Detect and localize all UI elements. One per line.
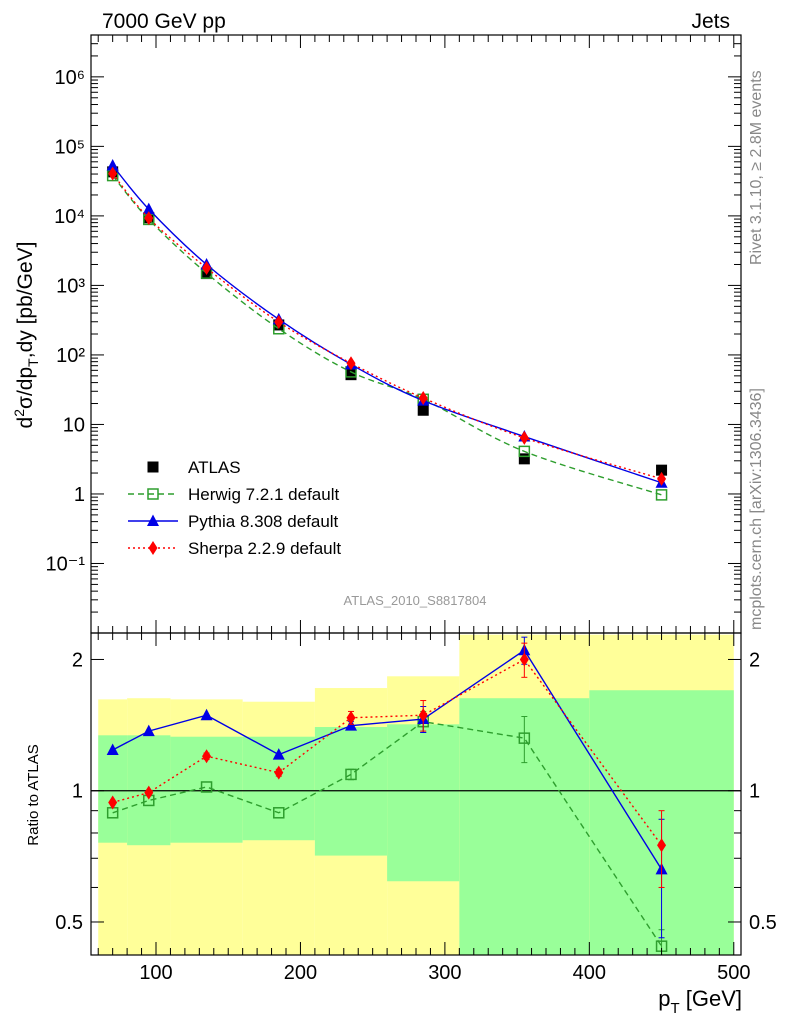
legend-marker-pythia [147,514,159,526]
herwig-ratio-point [518,732,531,744]
rivet-label: Rivet 3.1.10, ≥ 2.8M events [748,70,765,265]
pythia-ratio-point [200,708,213,721]
herwig-main-point [518,445,531,458]
legend-marker-sherpa [148,541,158,555]
legend-label-herwig: Herwig 7.2.1 default [188,485,339,504]
x-tick-label: 200 [284,962,317,984]
sherpa-main-point [346,356,356,371]
main-y-tick-label: 1 [74,484,85,506]
atlas-main-point [345,369,357,381]
sherpa-ratio-point [202,749,212,764]
pythia-ratio-point [345,719,357,731]
ratio-y-tick-label: 1 [72,781,83,803]
herwig-ratio-point [200,781,213,793]
ratio-y-tick-label-right: 1 [749,781,760,803]
x-tick-label: 300 [428,962,461,984]
ratio-y-tick-label: 2 [72,649,83,671]
pythia-main-line [112,165,662,484]
legend: ATLAS Herwig 7.2.1 default Pythia 8.308 de… [128,458,341,558]
ratio-y-tick-label-right: 0.5 [749,912,777,934]
sherpa-main-point [657,471,667,486]
sherpa-ratio-point [108,795,118,810]
legend-label-pythia: Pythia 8.308 default [188,512,339,531]
ratio-y-tick-label-right: 2 [749,649,760,671]
legend-label-atlas: ATLAS [188,458,241,477]
main-y-tick-label: 10² [56,345,85,367]
uncertainty-band-green [387,724,460,882]
sherpa-ratio-point [274,765,284,780]
x-tick-label: 400 [573,962,606,984]
main-y-tick-label: 10³ [56,275,85,297]
pythia-main-point [106,159,119,171]
sherpa-main-point [144,211,154,226]
main-y-tick-label: 10⁶ [55,67,85,89]
pythia-ratio-line [112,649,663,870]
sherpa-ratio-line [112,658,663,846]
herwig-ratio-point [273,807,285,819]
atlas-main-point [518,453,530,465]
sherpa-main-point [274,315,284,330]
sherpa-ratio-point [657,838,667,853]
herwig-ratio-point [345,768,357,781]
x-tick-label: 100 [139,962,172,984]
herwig-main-point [655,489,668,501]
sherpa-main-point [519,430,529,445]
sherpa-ratio-point [144,785,154,800]
sherpa-ratio-point [519,652,529,667]
main-y-tick-label: 10⁴ [54,206,85,228]
atlas-main-point [656,464,668,476]
atlas-main-point [417,404,429,416]
sherpa-ratio-point [346,710,356,725]
ratio-y-tick-label: 0.5 [55,912,83,934]
sherpa-ratio-point [418,708,428,723]
analysis-label: ATLAS_2010_S8817804 [344,593,487,608]
main-y-tick-label: 10⁻¹ [46,553,86,575]
pythia-main-point [142,202,155,215]
legend-label-sherpa: Sherpa 2.2.9 default [188,539,341,558]
legend-marker-herwig [147,488,159,500]
main-y-axis-label: d2σ/dpT,dy [pb/GeV] [11,242,41,429]
sherpa-main-point [418,391,428,406]
legend-marker-atlas [147,461,159,473]
pythia-ratio-point [272,748,285,760]
x-axis-label: pT [GeV] [658,986,742,1017]
pythia-ratio-point [142,724,155,737]
herwig-main-line [112,175,662,496]
header-energy: 7000 GeV pp [102,10,226,33]
sherpa-main-line [112,173,662,480]
main-y-tick-label: 10 [63,414,85,436]
herwig-ratio-line [112,720,663,947]
ratio-y-axis-label: Ratio to ATLAS [25,744,42,845]
sherpa-main-point [202,261,212,276]
mcplots-label: mcplots.cern.ch [arXiv:1306.3436] [748,388,765,630]
main-y-tick-label: 10⁵ [54,136,85,158]
ratio-panel: 100 200 300 400 500 0.5 0.5 1 1 2 2 Ratio to ATLAS [25,632,777,984]
sherpa-main-point [108,166,118,181]
header-process: Jets [691,10,730,33]
main-panel: 10⁻¹ 1 10 10² 10³ 10⁴ 10⁵ 10⁶ d2σ/dpT,dy [pb/Ge… [11,34,742,634]
x-tick-label: 500 [717,962,750,984]
pythia-ratio-point [106,743,119,755]
